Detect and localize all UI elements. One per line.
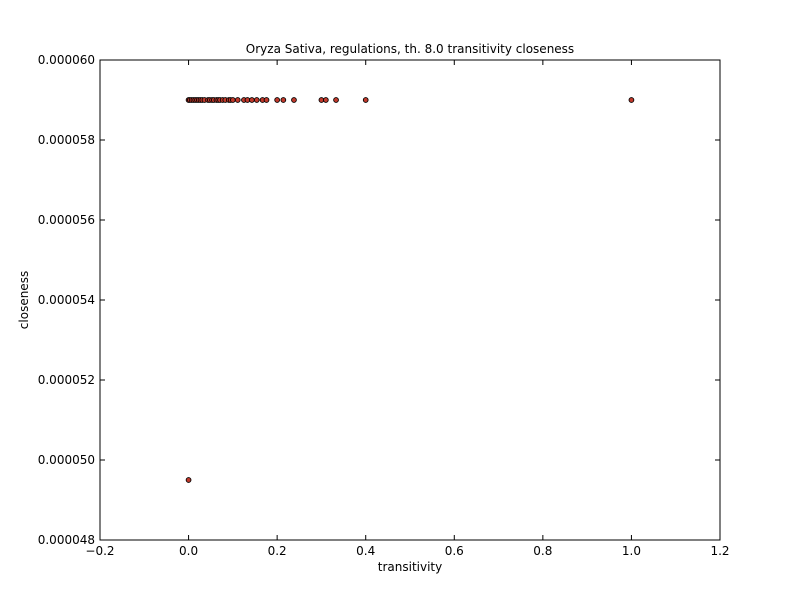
axes-frame (99, 59, 721, 541)
y-tick-label: 0.000050 (38, 453, 95, 467)
data-point-23 (234, 97, 241, 103)
x-tick-label: 0.4 (356, 544, 375, 558)
y-tick-label: 0.000054 (38, 293, 95, 307)
y-tick-label: 0.000060 (38, 53, 95, 67)
plot-area (100, 60, 720, 540)
y-tick-label: 0.000052 (38, 373, 95, 387)
x-tick-label: 1.2 (710, 544, 729, 558)
y-tick-label: 0.000056 (38, 213, 95, 227)
data-point-22 (230, 97, 236, 103)
x-tick-label: −0.2 (85, 544, 114, 558)
data-point-34 (323, 97, 329, 103)
data-point-35 (333, 97, 339, 103)
ticks-layer: −0.2 0.0 0.2 0.4 0.6 0.8 1.0 1.2 0.000048 0.00005… (38, 53, 730, 558)
data-point-26 (249, 97, 255, 103)
x-tick-label: 0.6 (445, 544, 464, 558)
data-point-32 (291, 97, 297, 103)
data-point-30 (274, 97, 280, 103)
x-tick-label: 0.0 (179, 544, 198, 558)
y-axis-label: closeness (17, 271, 31, 329)
data-point-37 (628, 97, 635, 103)
data-point-36 (362, 97, 369, 103)
y-tick-label: 0.000058 (38, 133, 95, 147)
data-point-29 (263, 97, 270, 103)
x-tick-label: 0.8 (533, 544, 552, 558)
y-tick-label: 0.000048 (38, 533, 95, 547)
points-layer (185, 97, 635, 483)
data-point-31 (280, 97, 287, 103)
x-tick-label: 0.2 (268, 544, 287, 558)
data-point-27 (253, 97, 260, 103)
data-point-0 (185, 477, 192, 483)
x-tick-label: 1.0 (622, 544, 641, 558)
chart-title: Oryza Sativa, regulations, th. 8.0 trans… (246, 42, 574, 56)
x-axis-label: transitivity (378, 560, 442, 574)
